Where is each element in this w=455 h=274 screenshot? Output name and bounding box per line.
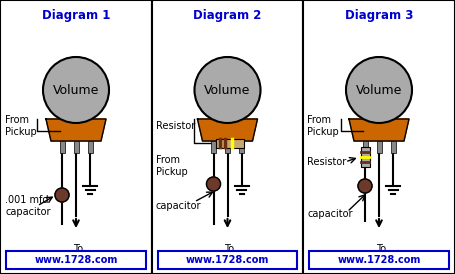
Bar — [360, 147, 369, 167]
Bar — [376, 141, 381, 153]
Circle shape — [194, 57, 261, 123]
Bar — [390, 141, 395, 153]
Circle shape — [346, 57, 412, 123]
Text: www.1728.com: www.1728.com — [186, 255, 269, 265]
Text: To
Output: To Output — [212, 244, 247, 266]
Bar — [74, 141, 79, 153]
Text: Diagram 3: Diagram 3 — [345, 9, 413, 22]
Bar — [87, 141, 92, 153]
Bar — [216, 138, 243, 147]
Circle shape — [43, 57, 109, 123]
Text: capacitor: capacitor — [307, 209, 353, 219]
Text: Resistor: Resistor — [156, 121, 195, 131]
Bar — [6, 251, 146, 269]
Bar — [158, 251, 297, 269]
Text: From
Pickup: From Pickup — [307, 115, 339, 137]
Text: www.1728.com: www.1728.com — [34, 255, 118, 265]
Text: From
Pickup: From Pickup — [5, 115, 37, 137]
Text: From
Pickup: From Pickup — [156, 155, 188, 177]
Bar — [363, 141, 368, 153]
Text: capacitor: capacitor — [156, 201, 202, 211]
Bar — [225, 141, 230, 153]
Bar — [211, 141, 216, 153]
Bar — [152, 0, 303, 274]
Text: Resistor: Resistor — [307, 157, 346, 167]
Circle shape — [358, 179, 372, 193]
Text: www.1728.com: www.1728.com — [337, 255, 421, 265]
Circle shape — [55, 188, 69, 202]
Bar — [60, 141, 65, 153]
Polygon shape — [349, 119, 409, 141]
Polygon shape — [46, 119, 106, 141]
Text: Diagram 2: Diagram 2 — [193, 9, 262, 22]
Text: Volume: Volume — [356, 84, 402, 96]
Text: Volume: Volume — [53, 84, 99, 96]
Text: To
Output: To Output — [61, 244, 95, 266]
Polygon shape — [197, 119, 258, 141]
Text: Volume: Volume — [204, 84, 251, 96]
Bar — [309, 251, 449, 269]
Text: To
Output: To Output — [364, 244, 398, 266]
Bar — [303, 0, 455, 274]
Bar — [239, 141, 244, 153]
Circle shape — [207, 177, 221, 191]
Text: .001 mfd
capacitor: .001 mfd capacitor — [5, 195, 51, 217]
Bar — [0, 0, 152, 274]
Text: Diagram 1: Diagram 1 — [42, 9, 110, 22]
